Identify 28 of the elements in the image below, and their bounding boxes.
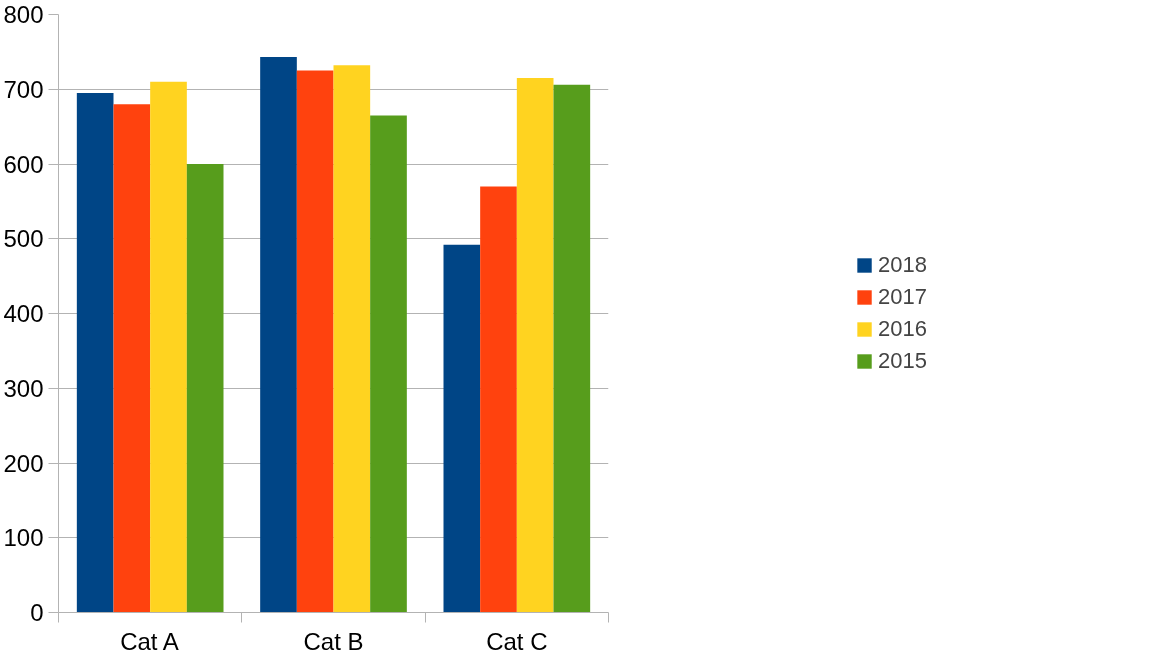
x-tick-label: Cat A [120, 627, 179, 655]
legend-label: 2018 [878, 252, 927, 278]
x-tick-label: Cat B [303, 627, 364, 655]
bar [333, 65, 371, 613]
legend-label: 2015 [878, 348, 927, 374]
bar [260, 57, 297, 613]
bar [150, 81, 187, 613]
x-tick-label: Cat C [486, 627, 548, 655]
bar [186, 164, 224, 613]
y-tick-label: 200 [3, 449, 44, 477]
bar [553, 84, 591, 613]
bar [76, 92, 114, 613]
bar [113, 104, 151, 613]
y-tick-label: 800 [3, 1, 44, 28]
legend-label: 2017 [878, 284, 927, 310]
y-tick-label: 0 [30, 599, 44, 626]
bar [370, 115, 407, 613]
bar [516, 78, 554, 613]
bar [480, 186, 517, 613]
legend-label: 2016 [878, 316, 927, 342]
bar [443, 244, 481, 613]
y-tick-label: 400 [3, 300, 44, 327]
y-tick-label: 300 [3, 374, 44, 402]
y-tick-label: 100 [3, 524, 44, 552]
bar [296, 70, 334, 613]
y-tick-label: 600 [3, 150, 44, 178]
y-tick-label: 500 [3, 225, 44, 253]
y-tick-label: 700 [3, 75, 44, 103]
